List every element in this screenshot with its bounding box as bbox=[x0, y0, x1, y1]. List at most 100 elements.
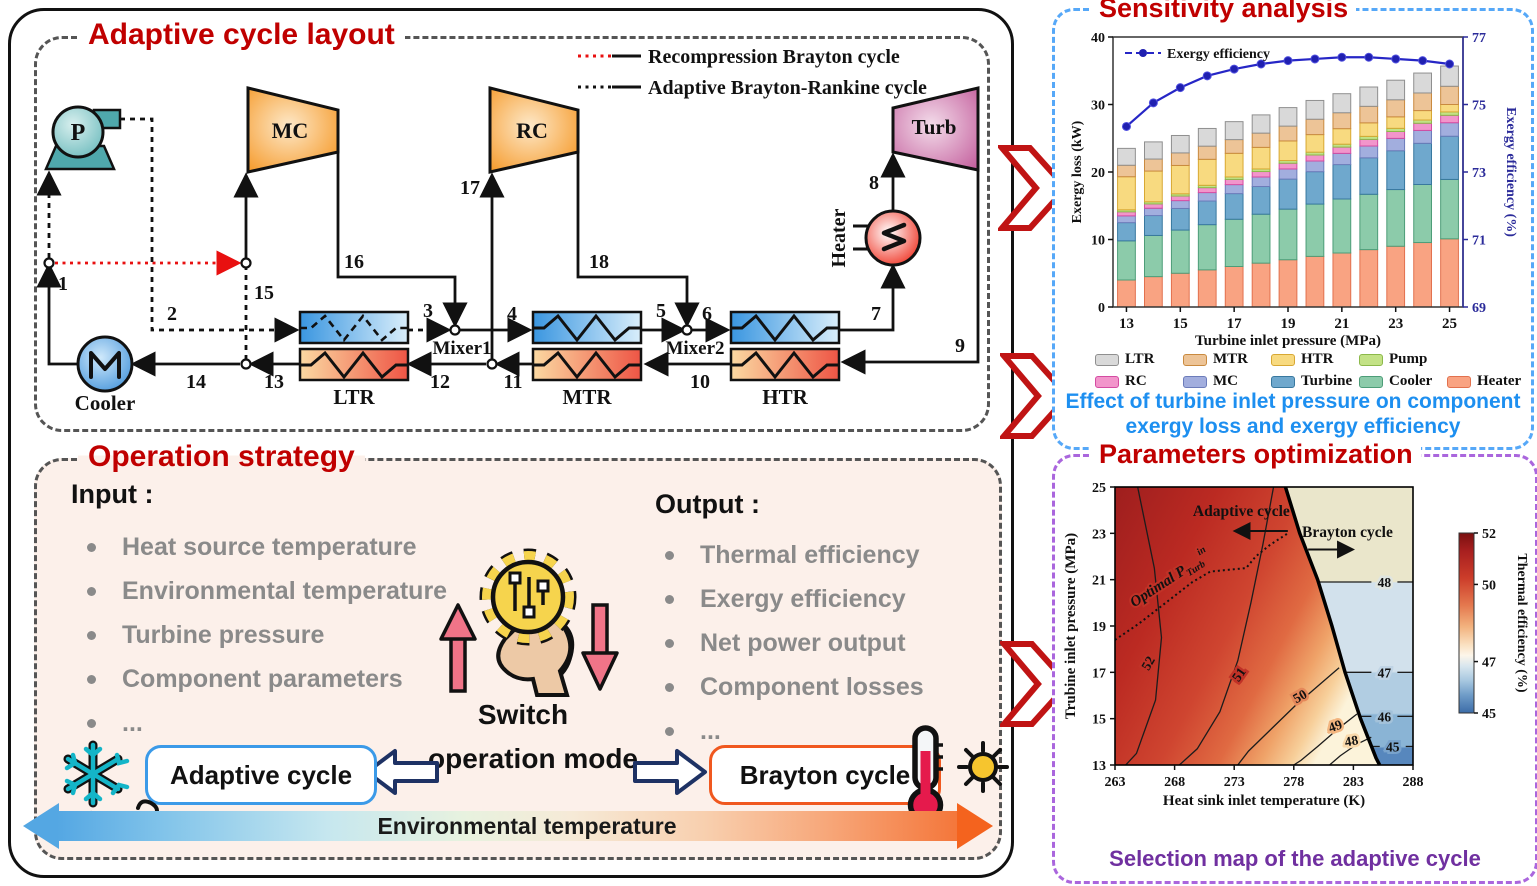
bullet-icon bbox=[665, 595, 674, 604]
colorbar: 52 50 47 45 Thermal efficiency (%) bbox=[1458, 527, 1529, 722]
stream-2-line bbox=[120, 117, 300, 343]
heater-label: Heater bbox=[828, 208, 850, 267]
htr-icon: HTR bbox=[729, 310, 841, 409]
operation-strategy-panel: Input : Heat source temperature Environm… bbox=[23, 458, 1009, 860]
bullet-icon bbox=[665, 639, 674, 648]
legend-label: Heater bbox=[1477, 373, 1522, 389]
pump-label: P bbox=[71, 120, 86, 146]
svg-text:283: 283 bbox=[1343, 775, 1364, 790]
svg-text:Brayton cycle: Brayton cycle bbox=[1302, 524, 1393, 541]
sensitivity-chart-legend: LTR MTR HTR Pump RC MC Turbine Cooler Heater bbox=[1095, 351, 1521, 395]
map-axes: 263 268 273 278 283 288 Heat sink inlet temper… bbox=[1063, 481, 1424, 809]
svg-text:45: 45 bbox=[1386, 739, 1400, 754]
svg-text:25: 25 bbox=[1092, 481, 1106, 496]
svg-text:12: 12 bbox=[430, 371, 450, 393]
svg-text:3: 3 bbox=[423, 300, 433, 322]
legend-swatch bbox=[1447, 375, 1471, 388]
svg-text:278: 278 bbox=[1283, 775, 1304, 790]
svg-text:47: 47 bbox=[1482, 656, 1496, 671]
stream-7-line bbox=[839, 263, 906, 332]
input-item: ... bbox=[122, 709, 143, 737]
turbine-icon: Turb bbox=[840, 86, 980, 375]
svg-text:16: 16 bbox=[344, 251, 364, 273]
svg-text:21: 21 bbox=[1092, 574, 1106, 589]
heater-icon: Heater bbox=[828, 208, 922, 332]
legend-row: RC MC Turbine Cooler Heater bbox=[1095, 373, 1521, 390]
strategy-panel-title: Operation strategy bbox=[78, 440, 365, 474]
inner-legend: Exergy efficiency bbox=[1125, 47, 1270, 62]
svg-text:288: 288 bbox=[1403, 775, 1424, 790]
svg-text:8: 8 bbox=[869, 172, 879, 194]
rc-label: RC bbox=[516, 118, 548, 143]
svg-text:47: 47 bbox=[1378, 665, 1392, 680]
outer-frame bbox=[8, 8, 1014, 878]
svg-text:17: 17 bbox=[1092, 666, 1106, 681]
svg-text:5: 5 bbox=[656, 300, 666, 322]
sensitivity-panel: Sensitivity analysis 0 10 20 30 40 Exergy los… bbox=[1052, 0, 1534, 450]
sensitivity-caption: Effect of turbine inlet pressure on comp… bbox=[1065, 390, 1521, 438]
svg-text:Heat sink inlet temperature (K: Heat sink inlet temperature (K) bbox=[1163, 793, 1365, 809]
legend-label: Turbine bbox=[1301, 373, 1353, 389]
ltr-icon: LTR bbox=[298, 310, 410, 409]
legend-item-pump: Pump bbox=[1359, 351, 1447, 368]
svg-text:21: 21 bbox=[1334, 316, 1349, 332]
input-item: Environmental temperature bbox=[122, 577, 448, 605]
sensitivity-title: Sensitivity analysis bbox=[1091, 0, 1357, 24]
bullet-icon bbox=[87, 675, 96, 684]
svg-text:50: 50 bbox=[1482, 578, 1496, 593]
legend-swatch bbox=[1095, 375, 1119, 388]
legend-swatch bbox=[1095, 353, 1119, 366]
legend-item-rc: RC bbox=[1095, 373, 1183, 390]
svg-text:17: 17 bbox=[460, 177, 480, 199]
svg-text:11: 11 bbox=[504, 371, 523, 393]
brayton-cycle-box: Brayton cycle bbox=[709, 745, 941, 805]
mc-label: MC bbox=[272, 118, 309, 143]
optimization-panel: Parameters optimization 52 51 50 49 48 48 47 46… bbox=[1052, 439, 1537, 884]
svg-text:13: 13 bbox=[264, 371, 284, 393]
optimization-caption: Selection map of the adaptive cycle bbox=[1109, 846, 1481, 871]
svg-text:77: 77 bbox=[1472, 31, 1486, 46]
svg-text:17: 17 bbox=[1227, 316, 1243, 332]
switch-label-line1: Switch bbox=[477, 699, 569, 730]
svg-text:10: 10 bbox=[690, 371, 710, 393]
up-arrow-icon bbox=[439, 603, 477, 693]
svg-text:10: 10 bbox=[1091, 234, 1105, 249]
legend-item-turbine: Turbine bbox=[1271, 373, 1359, 390]
svg-text:46: 46 bbox=[1378, 709, 1392, 724]
output-heading: Output : bbox=[655, 489, 760, 519]
svg-text:4: 4 bbox=[507, 303, 517, 325]
svg-text:75: 75 bbox=[1472, 99, 1486, 114]
legend-swatch bbox=[1271, 375, 1295, 388]
svg-text:Adaptive cycle: Adaptive cycle bbox=[1193, 503, 1290, 520]
bullet-icon bbox=[665, 683, 674, 692]
svg-text:13: 13 bbox=[1092, 759, 1106, 774]
main-compressor-icon: MC bbox=[233, 86, 468, 328]
legend-label: Cooler bbox=[1389, 373, 1433, 389]
gear-icon bbox=[479, 548, 577, 646]
stream-16-line bbox=[336, 152, 468, 328]
svg-text:19: 19 bbox=[1281, 316, 1296, 332]
pump-icon: P bbox=[36, 105, 300, 343]
cycle-diagram: Recompression Brayton cycle Adaptive Bra… bbox=[36, 46, 980, 415]
efficiency-line bbox=[1121, 52, 1455, 131]
bars-group bbox=[1117, 65, 1459, 308]
bullet-icon bbox=[87, 543, 96, 552]
cooler-icon: Cooler bbox=[36, 262, 135, 415]
stream-9-line bbox=[840, 170, 980, 375]
bullet-icon bbox=[87, 719, 96, 728]
mtr-icon: MTR bbox=[531, 310, 643, 409]
legend-swatch bbox=[1271, 353, 1295, 366]
svg-text:18: 18 bbox=[589, 251, 609, 273]
svg-text:7: 7 bbox=[871, 303, 881, 325]
svg-text:Turbine inlet pressure (MPa): Turbine inlet pressure (MPa) bbox=[1195, 333, 1381, 349]
mtr-label: MTR bbox=[563, 385, 613, 409]
env-arrow-right-head bbox=[957, 803, 993, 849]
svg-text:20: 20 bbox=[1091, 166, 1105, 181]
bullet-icon bbox=[87, 587, 96, 596]
brayton-region bbox=[1285, 487, 1413, 765]
switch-label-line2: operation mode bbox=[427, 743, 638, 774]
svg-text:15: 15 bbox=[254, 282, 274, 304]
svg-text:45: 45 bbox=[1482, 707, 1496, 722]
